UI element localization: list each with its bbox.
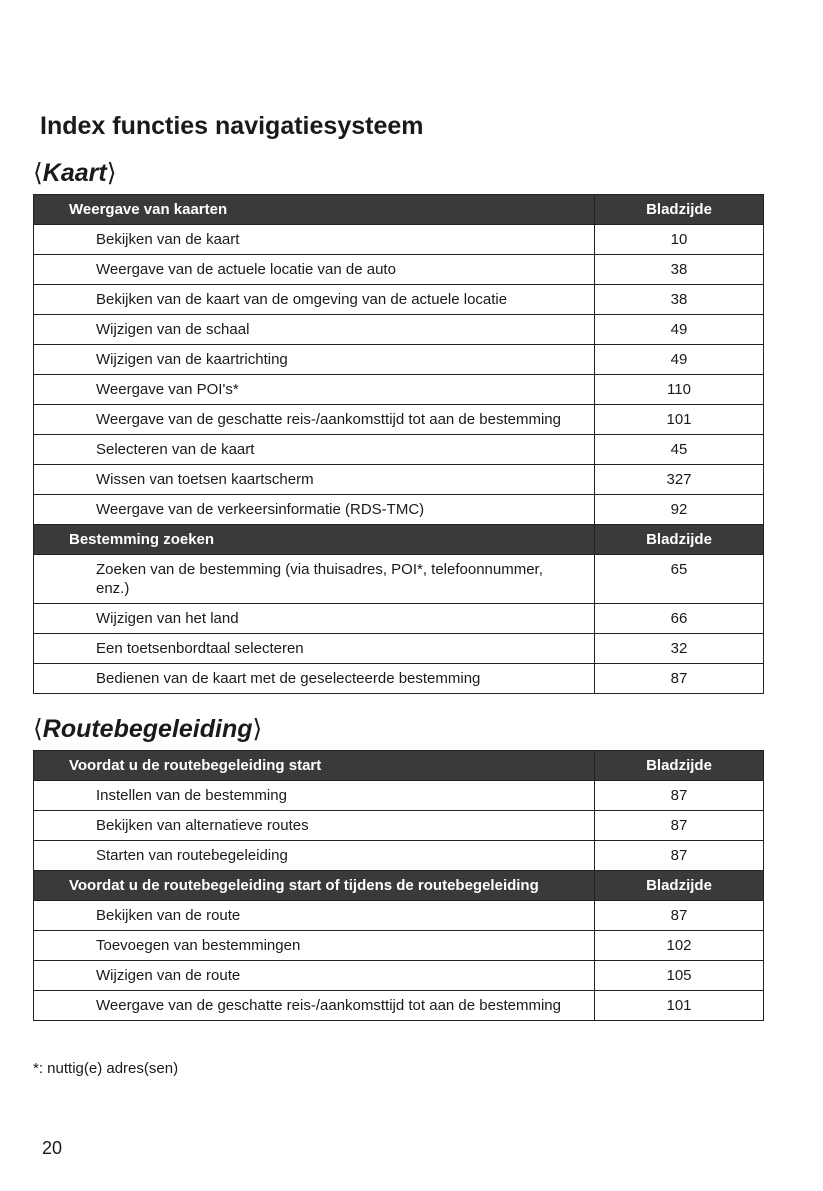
page-reference: 87 [594,810,764,841]
page-reference: 105 [594,960,764,991]
function-name: Weergave van de geschatte reis-/aankomst… [33,404,595,435]
page-reference: 45 [594,434,764,465]
page-reference: 101 [594,404,764,435]
page-reference: 66 [594,603,764,634]
function-name: Wijzigen van de route [33,960,595,991]
table-row: Wijzigen van de schaal 49 [33,314,764,345]
function-name: Weergave van POI's* [33,374,595,405]
function-name: Zoeken van de bestemming (via thuisadres… [33,554,595,604]
page-reference: 49 [594,314,764,345]
function-name: Wijzigen van de kaartrichting [33,344,595,375]
function-name: Een toetsenbordtaal selecteren [33,633,595,664]
page-column-header: Bladzijde [594,750,764,781]
table-row: Wijzigen van de kaartrichting 49 [33,344,764,375]
table-row: Weergave van de geschatte reis-/aankomst… [33,990,764,1021]
page-reference: 87 [594,900,764,931]
table-row: Bekijken van alternatieve routes 87 [33,810,764,841]
group-header-row: Voordat u de routebegeleiding start Bladz… [33,750,764,781]
page-number: 20 [42,1138,63,1158]
group-header: Weergave van kaarten [33,194,595,225]
table-row: Weergave van POI's* 110 [33,374,764,405]
group-header: Voordat u de routebegeleiding start [33,750,595,781]
page-column-header: Bladzijde [594,870,764,901]
group-header-row: Bestemming zoeken Bladzijde [33,524,764,555]
function-name: Bekijken van de kaart van de omgeving va… [33,284,595,315]
page-reference: 10 [594,224,764,255]
section-heading-kaart: ⟨Kaart⟩ [33,159,117,187]
function-name: Weergave van de geschatte reis-/aankomst… [33,990,595,1021]
page-reference: 102 [594,930,764,961]
function-name: Bekijken van de route [33,900,595,931]
function-name: Wijzigen van het land [33,603,595,634]
function-name: Toevoegen van bestemmingen [33,930,595,961]
function-name: Bekijken van alternatieve routes [33,810,595,841]
page-reference: 49 [594,344,764,375]
section-heading-routebegeleiding: ⟨Routebegeleiding⟩ [33,715,263,743]
page-reference: 87 [594,840,764,871]
footnote: *: nuttig(e) adres(sen) [33,1060,179,1077]
table-row: Weergave van de actuele locatie van de a… [33,254,764,285]
table-row: Weergave van de geschatte reis-/aankomst… [33,404,764,435]
page-reference: 101 [594,990,764,1021]
table-row: Wissen van toetsen kaartscherm 327 [33,464,764,495]
group-header-row: Voordat u de routebegeleiding start of t… [33,870,764,901]
table-row: Toevoegen van bestemmingen 102 [33,930,764,961]
table-row: Een toetsenbordtaal selecteren 32 [33,633,764,664]
table-row: Selecteren van de kaart 45 [33,434,764,465]
page-reference: 110 [594,374,764,405]
page-title: Index functies navigatiesysteem [40,112,424,140]
table-row: Zoeken van de bestemming (via thuisadres… [33,554,764,604]
function-name: Selecteren van de kaart [33,434,595,465]
function-name: Weergave van de verkeersinformatie (RDS-… [33,494,595,525]
function-name: Wissen van toetsen kaartscherm [33,464,595,495]
table-row: Wijzigen van de route 105 [33,960,764,991]
table-row: Weergave van de verkeersinformatie (RDS-… [33,494,764,525]
function-name: Weergave van de actuele locatie van de a… [33,254,595,285]
table-row: Starten van routebegeleiding 87 [33,840,764,871]
page-reference: 38 [594,254,764,285]
function-name: Instellen van de bestemming [33,780,595,811]
page-reference: 65 [594,554,764,604]
page-reference: 92 [594,494,764,525]
page-reference: 32 [594,633,764,664]
table-row: Bekijken van de route 87 [33,900,764,931]
function-name: Bedienen van de kaart met de geselecteer… [33,663,595,694]
table-row: Bedienen van de kaart met de geselecteer… [33,663,764,694]
table-row: Instellen van de bestemming 87 [33,780,764,811]
function-name: Bekijken van de kaart [33,224,595,255]
table-row: Bekijken van de kaart 10 [33,224,764,255]
index-table-routebegeleiding: Voordat u de routebegeleiding start Bladz… [33,750,764,1021]
group-header: Voordat u de routebegeleiding start of t… [33,870,595,901]
page-column-header: Bladzijde [594,524,764,555]
page-reference: 87 [594,780,764,811]
table-row: Bekijken van de kaart van de omgeving va… [33,284,764,315]
page-reference: 327 [594,464,764,495]
table-row: Wijzigen van het land 66 [33,603,764,634]
group-header-row: Weergave van kaarten Bladzijde [33,194,764,225]
group-header: Bestemming zoeken [33,524,595,555]
page-reference: 38 [594,284,764,315]
index-table-kaart: Weergave van kaarten Bladzijde Bekijken va… [33,194,764,694]
page-reference: 87 [594,663,764,694]
page-column-header: Bladzijde [594,194,764,225]
function-name: Starten van routebegeleiding [33,840,595,871]
function-name: Wijzigen van de schaal [33,314,595,345]
